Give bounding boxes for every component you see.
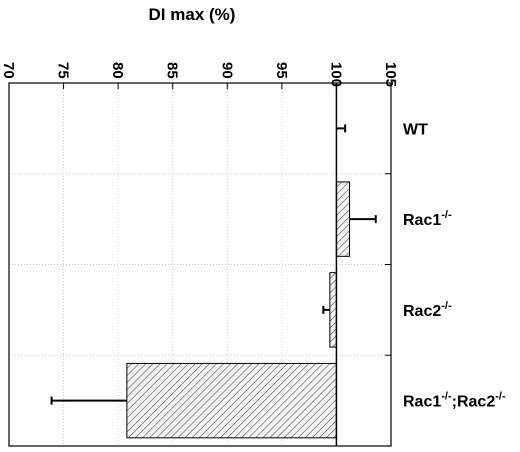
bar: [335, 181, 351, 257]
x-tick-label: 85: [164, 62, 181, 79]
x-tick-label: 95: [273, 62, 290, 79]
x-ticks: 70 75 80 85 90 95 100 105: [0, 62, 399, 89]
chart-title: DI max (%): [149, 5, 236, 24]
x-tick-label: 100: [327, 62, 344, 87]
bars: [50, 124, 377, 439]
category-label: Rac2-/-: [403, 300, 452, 320]
category-label: Rac1-/-;Rac2-/-: [403, 391, 506, 411]
x-tick-label: 70: [0, 62, 17, 79]
x-tick-label: 75: [55, 62, 72, 79]
axes: [8, 82, 392, 447]
x-tick-label: 90: [218, 62, 235, 79]
x-tick-label: 105: [382, 62, 399, 87]
bar: [329, 272, 337, 348]
category-label: Rac1-/-: [403, 209, 452, 229]
category-labels: WT Rac1-/- Rac2-/- Rac1-/-;Rac2-/-: [403, 121, 506, 410]
x-tick-label: 80: [109, 62, 126, 79]
category-label: WT: [403, 121, 428, 138]
bar: [126, 362, 337, 439]
